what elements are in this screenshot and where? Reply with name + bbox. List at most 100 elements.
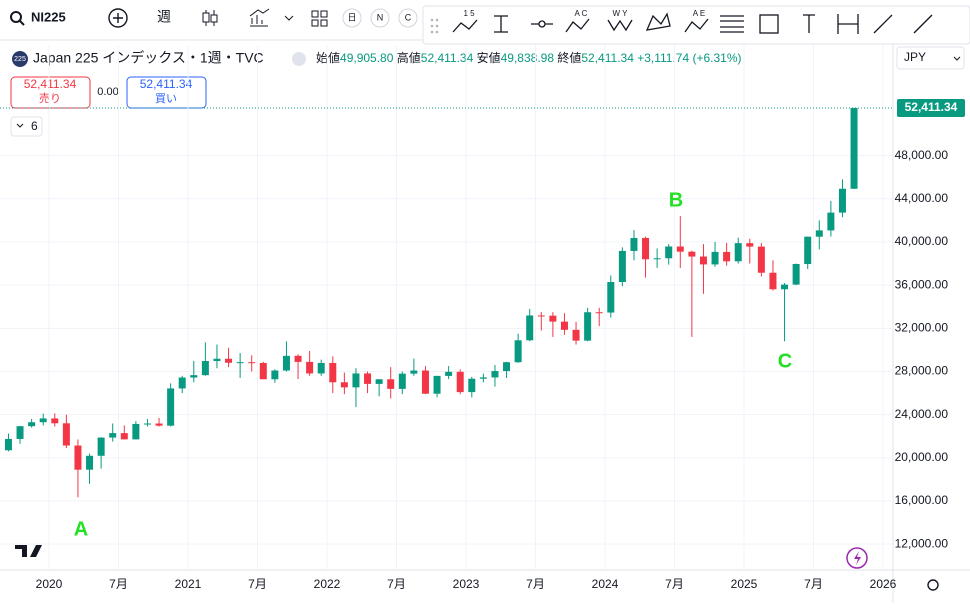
- symbol[interactable]: NI225: [31, 9, 66, 24]
- y-tick-label: 16,000.00: [895, 493, 949, 507]
- y-tick-label: 28,000.00: [895, 364, 949, 378]
- candle-body: [306, 361, 314, 374]
- toolbar-button[interactable]: N: [377, 12, 384, 22]
- candle-body: [757, 246, 765, 273]
- tool-label: A C: [575, 9, 588, 18]
- annotation: B: [669, 189, 683, 211]
- ohlc-label: 終値: [557, 50, 581, 65]
- candle-body: [630, 237, 638, 251]
- candle-body: [479, 377, 487, 379]
- candle-body: [39, 418, 47, 423]
- candle-body: [178, 377, 186, 389]
- x-tick-label: 7月: [248, 577, 267, 591]
- logo[interactable]: [15, 545, 42, 557]
- candle-body: [746, 243, 754, 247]
- candle-body: [62, 423, 70, 446]
- candle-body: [653, 258, 661, 260]
- candle-body: [143, 423, 151, 425]
- candle-body: [491, 371, 499, 378]
- sell-button[interactable]: [10, 76, 91, 109]
- x-tick-label: 2024: [592, 577, 619, 591]
- candle-body: [572, 329, 580, 341]
- candle-body: [665, 246, 673, 259]
- x-tick-label: 2023: [453, 577, 480, 591]
- candle-body: [352, 373, 360, 388]
- buy-label[interactable]: 買い: [155, 92, 177, 105]
- status-dot: [292, 52, 306, 66]
- x-tick-label: 2025: [731, 577, 758, 591]
- change: +3,111.74 (+6.31%): [637, 51, 741, 65]
- candle-body: [213, 358, 221, 362]
- candle-body: [734, 243, 742, 262]
- indicator-toggle[interactable]: [10, 116, 43, 137]
- candle-body: [711, 251, 719, 265]
- chart-type: [202, 12, 210, 23]
- candle-body: [549, 315, 557, 322]
- y-tick-label: 36,000.00: [895, 277, 949, 291]
- add-symbol[interactable]: [108, 8, 128, 28]
- candle-body: [850, 108, 858, 189]
- candle-body: [815, 230, 823, 237]
- chart-type: [210, 14, 218, 23]
- indicator-count[interactable]: 6: [31, 119, 38, 133]
- y-tick-label: 20,000.00: [895, 450, 949, 464]
- buy-price[interactable]: 52,411.34: [140, 77, 193, 91]
- indicators[interactable]: [249, 8, 270, 27]
- tool-label: W Y: [613, 9, 629, 18]
- x-tick-label: 2026: [870, 577, 897, 591]
- buy-button[interactable]: [126, 76, 207, 109]
- badge: [12, 51, 28, 67]
- candle-body: [410, 370, 418, 374]
- candle-body: [433, 375, 441, 394]
- button-circle[interactable]: [398, 8, 418, 28]
- candle-body: [271, 370, 279, 380]
- candle-body: [560, 321, 568, 330]
- ohlc-value: 49,838.98: [501, 51, 555, 65]
- drag-handle[interactable]: [430, 18, 439, 34]
- sell-price[interactable]: 52,411.34: [24, 77, 77, 91]
- candle-body: [445, 371, 453, 376]
- candle-body: [375, 379, 383, 384]
- currency[interactable]: JPY: [904, 50, 926, 64]
- toolbar-button[interactable]: 日: [347, 12, 356, 22]
- toolbar-button[interactable]: C: [405, 12, 412, 22]
- candle-body: [51, 418, 59, 424]
- candle-body: [526, 315, 534, 341]
- candle-body: [364, 373, 372, 384]
- candle-body: [74, 445, 82, 470]
- candle-body: [503, 362, 511, 372]
- settings[interactable]: [927, 579, 939, 591]
- annotation: A: [74, 518, 88, 540]
- currency-select[interactable]: [896, 46, 965, 70]
- candle-body: [259, 362, 267, 380]
- search-icon[interactable]: [10, 11, 22, 23]
- header-title: Japan 225 インデックス・1週・TVC: [33, 50, 264, 66]
- candle-body: [97, 437, 105, 456]
- layout[interactable]: [311, 10, 328, 27]
- candle-body: [595, 312, 603, 314]
- y-tick-label: 44,000.00: [895, 191, 949, 205]
- button-circle[interactable]: [342, 8, 362, 28]
- ohlc-value: 52,411.34: [581, 51, 634, 65]
- indicator-toggle: [16, 123, 24, 128]
- button-circle[interactable]: [370, 8, 390, 28]
- tool-label: 1 5: [463, 9, 475, 18]
- annotation: C: [778, 350, 792, 372]
- dropdown[interactable]: [284, 15, 294, 21]
- candle-body: [688, 251, 696, 257]
- ohlc-value: 49,905.80: [340, 51, 394, 65]
- candle-body: [387, 379, 395, 389]
- sell-label[interactable]: 売り: [39, 92, 61, 105]
- ohlc: 始値49,905.80 高値52,411.34 安値49,838.98 終値52…: [316, 50, 742, 65]
- candle-body: [804, 236, 812, 264]
- candle-body: [4, 438, 12, 451]
- drawing-tools[interactable]: [452, 12, 933, 34]
- candle-body: [781, 284, 789, 290]
- x-tick-label: 2020: [36, 577, 63, 591]
- last-price-label: 52,411.34: [905, 100, 958, 114]
- candle-body: [16, 426, 24, 439]
- interval[interactable]: 週: [157, 9, 171, 25]
- candle-body: [398, 373, 406, 389]
